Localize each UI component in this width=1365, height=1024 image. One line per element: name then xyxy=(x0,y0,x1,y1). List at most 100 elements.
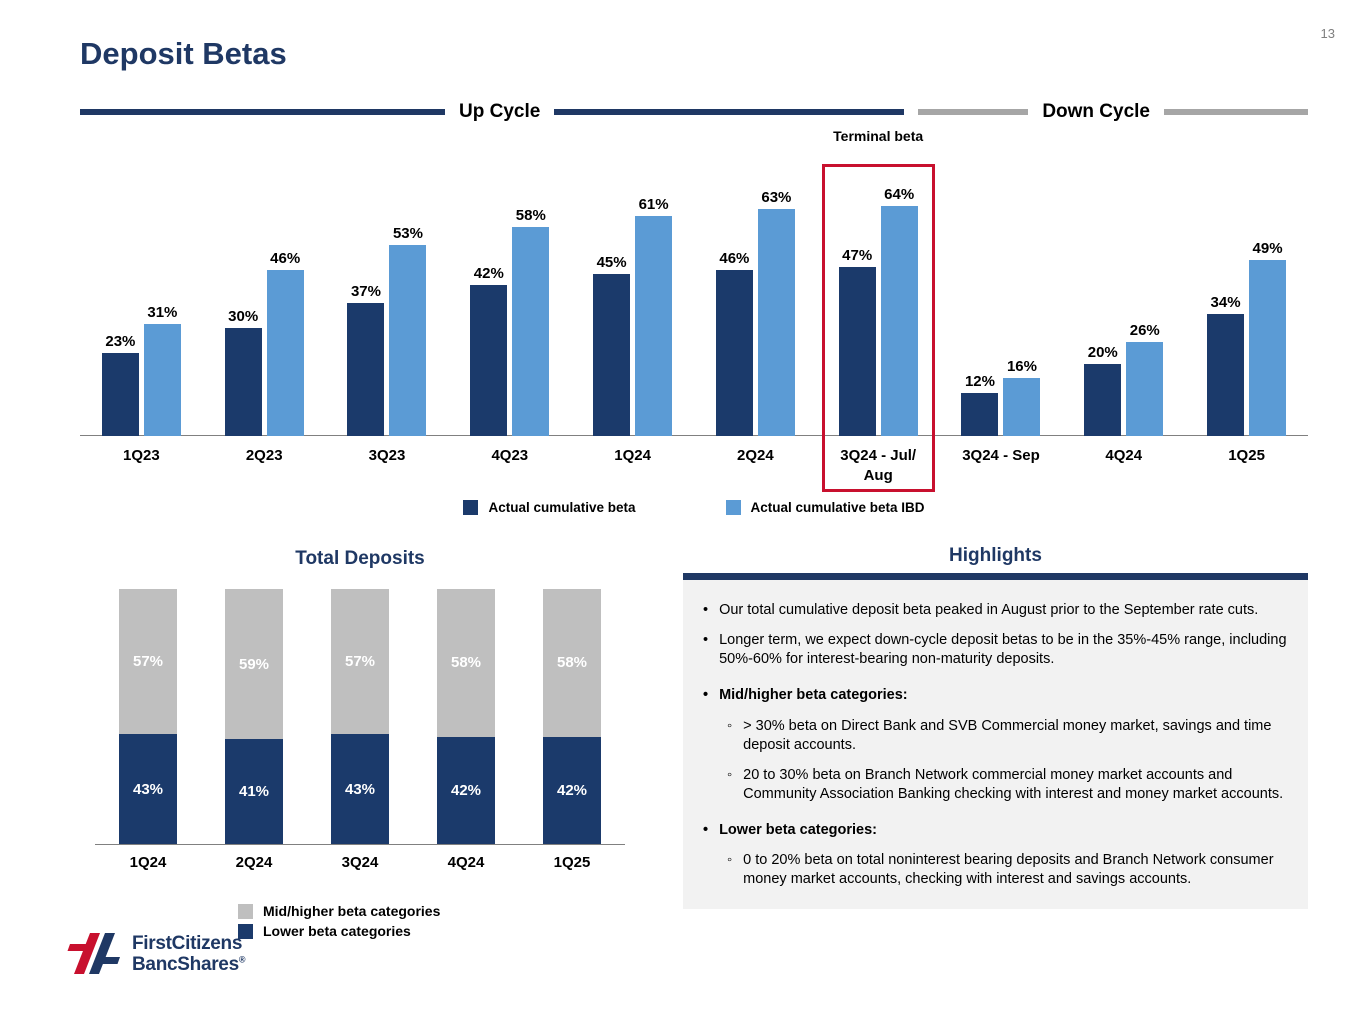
cycle-header: Up Cycle Down Cycle xyxy=(80,101,1308,123)
x-axis-category-label: 2Q23 xyxy=(245,447,283,464)
registered-mark: ® xyxy=(238,954,246,965)
bar-value-label: 53% xyxy=(392,225,423,243)
legend-swatch xyxy=(238,923,253,939)
stacked-bar: 59% 41% xyxy=(201,588,307,844)
bar xyxy=(470,284,508,436)
bar-with-label: 45% xyxy=(593,254,631,436)
bar xyxy=(961,392,999,436)
legend-label: Actual cumulative beta IBD xyxy=(750,500,925,515)
bullet-marker: • xyxy=(703,822,709,838)
bar-group: 46% 63% 2Q24 xyxy=(694,148,817,488)
bar-pair: 37% 53% xyxy=(347,225,427,436)
x-axis-category-label: 3Q23 xyxy=(368,447,406,464)
bar-value-label: 45% xyxy=(596,254,627,271)
bar xyxy=(512,227,550,436)
bar-with-label: 46% xyxy=(266,250,304,436)
stacked-segment: 42% xyxy=(437,736,495,844)
bar-group: 30% 46% 2Q23 xyxy=(203,148,326,488)
bar xyxy=(1003,378,1041,436)
bar-group: 34% 49% 1Q25 xyxy=(1185,148,1308,488)
stacked-bar: 58% 42% xyxy=(519,588,625,844)
bar-with-label: 20% xyxy=(1084,344,1122,436)
bar-value-label: 30% xyxy=(228,308,259,325)
bar-value-label: 20% xyxy=(1087,344,1118,361)
x-axis-category-label: 1Q23 xyxy=(123,447,160,464)
x-axis-category-label: 3Q24 - Sep xyxy=(962,447,1040,464)
total-deposits-legend: Mid/higher beta categories Lower beta cat… xyxy=(238,903,440,939)
bar-pair: 30% 46% xyxy=(224,250,304,436)
up-cycle-line-right xyxy=(554,109,905,115)
firstcitizens-logo-mark xyxy=(67,933,120,974)
deposit-betas-legend: Actual cumulative beta Actual cumulative … xyxy=(80,500,1308,515)
bar-group: 12% 16% 3Q24 - Sep xyxy=(940,148,1063,488)
highlight-bullet: ◦ > 30% beta on Direct Bank and SVB Comme… xyxy=(695,717,1290,755)
page-title: Deposit Betas xyxy=(80,36,287,71)
bar-value-label: 61% xyxy=(638,196,669,214)
bullet-text: Lower beta categories: xyxy=(719,822,878,838)
bar-with-label: 64% xyxy=(880,185,918,436)
highlight-bullet: • Our total cumulative deposit beta peake… xyxy=(695,601,1290,620)
stacked-segment: 41% xyxy=(225,739,283,844)
bar-value-label: 64% xyxy=(884,185,915,203)
bar xyxy=(635,216,673,436)
legend-swatch xyxy=(238,903,253,919)
total-deposits-title: Total Deposits xyxy=(295,548,425,569)
bar-with-label: 46% xyxy=(715,250,753,436)
bar-pair: 34% 49% xyxy=(1207,240,1287,436)
x-axis-category-label: 2Q24 xyxy=(235,854,273,871)
highlights-body: • Our total cumulative deposit beta peake… xyxy=(683,580,1308,910)
bar-with-label: 63% xyxy=(757,189,795,436)
bar-with-label: 23% xyxy=(101,333,139,436)
logo-line1: FirstCitizens xyxy=(132,932,243,954)
bullet-marker: • xyxy=(703,632,709,649)
total-deposits-chart: 57% 43% 59% 41% 57% 43% 58% 42% 58% 42% 1Q24 2Q24 3… xyxy=(95,588,625,871)
bar-pair: 47% 64% xyxy=(838,185,918,436)
terminal-beta-annotation: Terminal beta xyxy=(833,128,924,144)
legend-item: Actual cumulative beta IBD xyxy=(725,500,925,515)
stacked-segment: 57% xyxy=(119,589,177,735)
bar-pair: 23% 31% xyxy=(101,304,181,436)
bar-value-label: 16% xyxy=(1006,358,1037,376)
bar-pair: 46% 63% xyxy=(715,189,795,436)
bar-with-label: 34% xyxy=(1207,293,1245,436)
legend-swatch xyxy=(725,500,741,515)
bar-with-label: 16% xyxy=(1003,358,1041,436)
bar-with-label: 42% xyxy=(470,264,508,436)
bar xyxy=(143,324,181,436)
highlights-divider-bar xyxy=(683,573,1308,580)
bar xyxy=(101,353,139,436)
x-axis-category-label: 1Q25 xyxy=(1228,447,1265,464)
stacked-segment: 57% xyxy=(331,589,389,735)
x-axis-category-label: 4Q24 xyxy=(447,854,485,871)
x-axis-category-label: 1Q24 xyxy=(614,447,651,464)
bar-value-label: 47% xyxy=(842,246,873,264)
stacked-segment: 58% xyxy=(437,589,495,737)
bar-value-label: 42% xyxy=(473,264,504,282)
bar-value-label: 26% xyxy=(1129,322,1160,340)
bar xyxy=(347,302,385,436)
deposit-betas-chart: 23% 31% 1Q23 30% 46% 2Q23 37% 53% 3Q23 42% 58% 4Q23… xyxy=(80,128,1308,492)
total-deposits-x-labels: 1Q24 2Q24 3Q24 4Q24 1Q25 xyxy=(95,845,625,871)
bar-value-label: 34% xyxy=(1210,293,1241,311)
x-axis-category-label: 3Q24 xyxy=(341,854,379,871)
x-axis-category-label: 4Q23 xyxy=(491,447,529,464)
x-axis-category-label: 3Q24 - Jul/ Aug xyxy=(840,447,917,484)
legend-label: Actual cumulative beta xyxy=(488,500,636,515)
legend-item: Mid/higher beta categories xyxy=(238,903,440,919)
highlight-bullet: ◦ 20 to 30% beta on Branch Network commer… xyxy=(695,766,1290,804)
x-axis-line xyxy=(80,435,1308,436)
bar-group: 23% 31% 1Q23 xyxy=(80,148,203,488)
down-cycle-line-left xyxy=(918,109,1029,115)
bar-group: 37% 53% 3Q23 xyxy=(326,148,449,488)
bar xyxy=(1126,342,1164,436)
bar-with-label: 53% xyxy=(389,225,427,436)
firstcitizens-logo-text: FirstCitizens BancShares® xyxy=(132,932,246,976)
bar-value-label: 23% xyxy=(105,333,136,351)
total-deposits-plot: 57% 43% 59% 41% 57% 43% 58% 42% 58% 42% xyxy=(95,588,625,845)
bar-pair: 45% 61% xyxy=(593,196,673,436)
bullet-marker: ◦ xyxy=(727,766,733,783)
bar-with-label: 31% xyxy=(143,304,181,436)
bar xyxy=(1207,313,1245,436)
bar-value-label: 58% xyxy=(515,207,546,225)
bar xyxy=(593,274,631,436)
